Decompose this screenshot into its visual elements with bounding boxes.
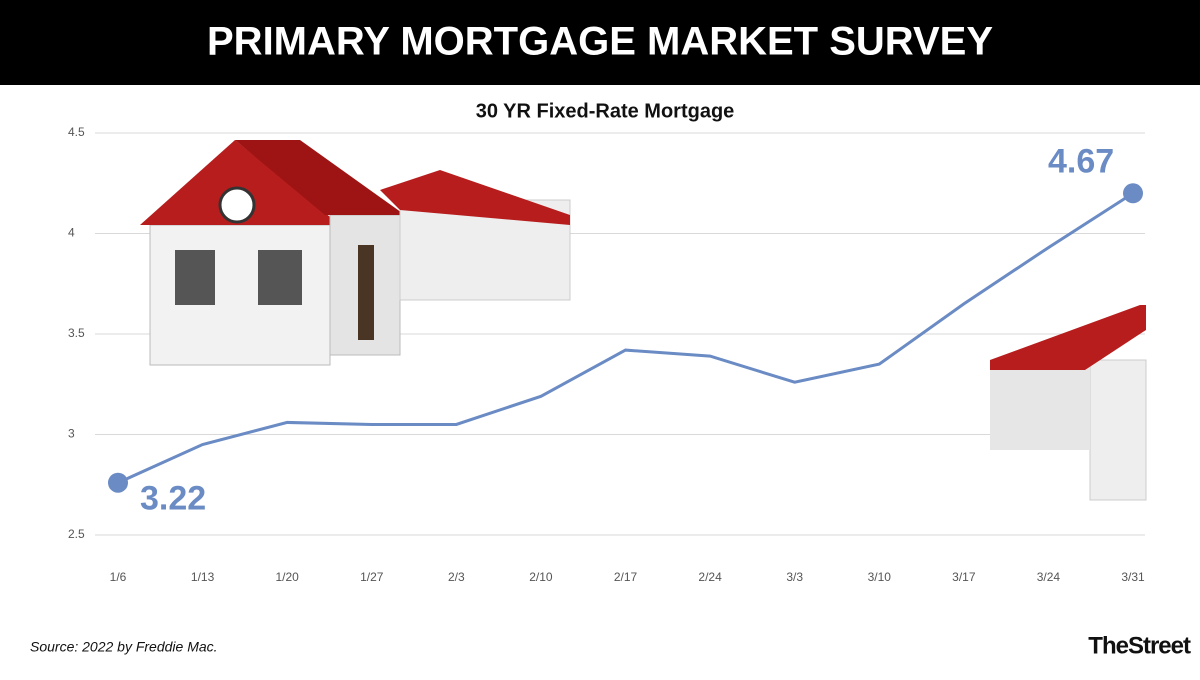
y-tick-label: 3.5 — [68, 326, 85, 340]
x-tick-label: 3/24 — [1037, 570, 1061, 584]
x-tick-label: 1/13 — [191, 570, 215, 584]
data-line — [117, 192, 1134, 485]
logo: TheStreet — [1088, 632, 1191, 659]
banner-bg — [0, 0, 1200, 85]
annotation: 3.22 — [140, 480, 206, 518]
x-tick-label: 1/6 — [110, 570, 127, 584]
x-tick-label: 3/3 — [786, 570, 803, 584]
x-tick-label: 3/17 — [952, 570, 976, 584]
x-tick-label: 1/27 — [360, 570, 384, 584]
x-tick-label: 2/17 — [614, 570, 638, 584]
x-tick-label: 3/10 — [868, 570, 892, 584]
source-note: Source: 2022 by Freddie Mac. — [30, 639, 218, 655]
annotation: 4.67 — [1048, 142, 1114, 180]
chart-title: 30 YR Fixed-Rate Mortgage — [476, 100, 735, 122]
y-tick-label: 2.5 — [68, 527, 85, 541]
x-tick-label: 1/20 — [275, 570, 299, 584]
y-tick-label: 4 — [68, 226, 75, 240]
y-tick-label: 4.5 — [68, 125, 85, 139]
x-tick-label: 2/3 — [448, 570, 465, 584]
end-point — [1123, 183, 1143, 204]
banner-title: PRIMARY MORTGAGE MARKET SURVEY — [207, 20, 993, 64]
x-tick-label: 2/10 — [529, 570, 553, 584]
x-tick-label: 2/24 — [698, 570, 722, 584]
y-tick-label: 3 — [68, 427, 75, 441]
end-point — [108, 472, 128, 493]
house-decoration — [140, 140, 1147, 501]
x-tick-label: 3/31 — [1121, 570, 1145, 584]
